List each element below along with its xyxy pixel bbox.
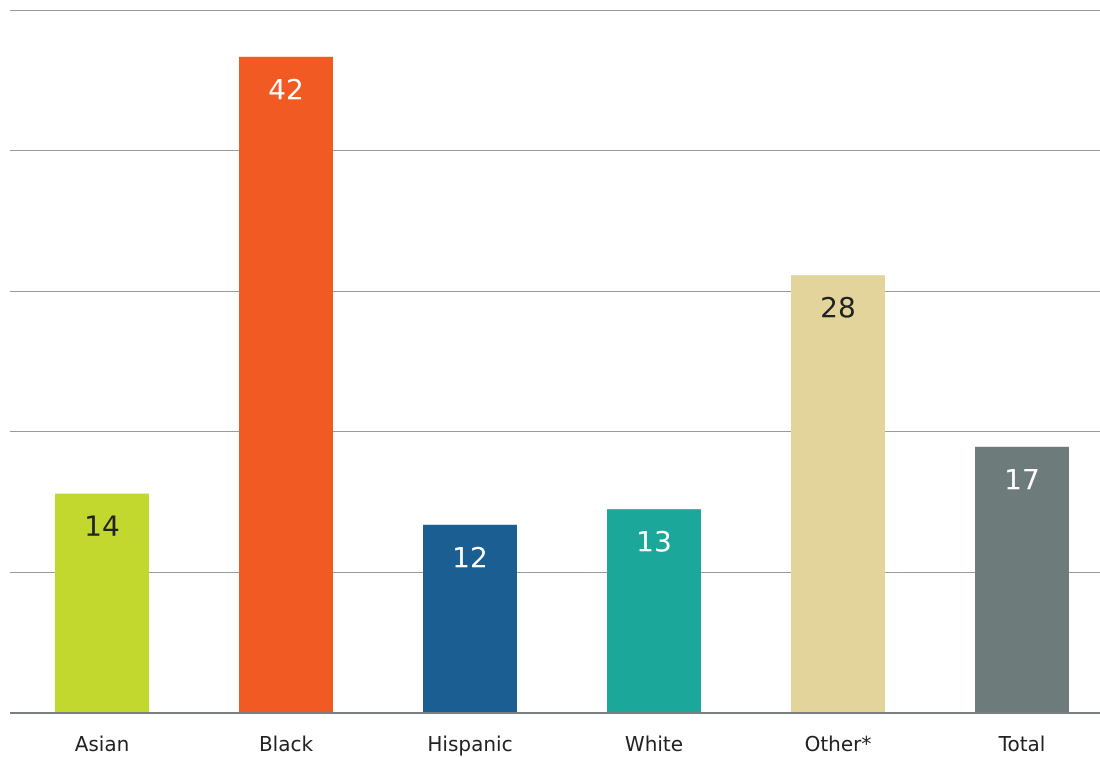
category-label: Asian — [75, 732, 130, 756]
bar-total — [975, 446, 1069, 712]
category-label: Hispanic — [427, 732, 512, 756]
bars — [55, 56, 1069, 713]
bar-white — [607, 509, 701, 712]
category-label: Other* — [805, 732, 872, 756]
bar-asian — [55, 493, 149, 712]
bar-other — [791, 275, 885, 712]
bar-value-label: 42 — [268, 73, 304, 106]
category-label: Total — [998, 732, 1046, 756]
category-label: White — [625, 732, 683, 756]
bar-hispanic — [423, 524, 517, 712]
category-labels: Asian Black Hispanic White Other* Total — [75, 732, 1046, 756]
bar-black — [239, 56, 333, 713]
bar-value-label: 17 — [1004, 463, 1040, 496]
bar-value-label: 13 — [636, 525, 672, 558]
gridlines — [10, 10, 1100, 573]
bar-value-label: 28 — [820, 291, 856, 324]
bar-value-label: 14 — [84, 510, 120, 543]
bar-value-labels: 14 42 12 13 28 17 — [84, 73, 1040, 574]
category-label: Black — [259, 732, 314, 756]
bar-value-label: 12 — [452, 541, 488, 574]
